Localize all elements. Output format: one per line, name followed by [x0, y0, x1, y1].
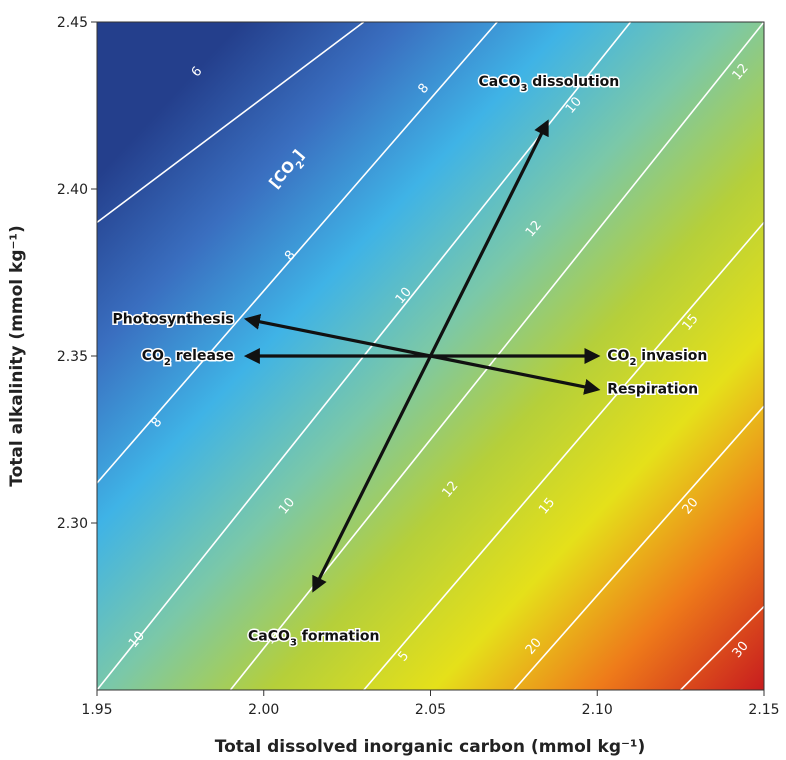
y-tick-label: 2.45 — [57, 15, 88, 31]
x-tick-label: 2.00 — [248, 702, 279, 718]
label-respiration: Respiration — [607, 381, 698, 397]
arrow-caco3-dissolution — [429, 119, 549, 357]
y-axis-ticks: 2.30 2.35 2.40 2.45 — [57, 15, 97, 532]
x-tick-label: 1.95 — [81, 702, 112, 718]
label-co2-invasion: CO2 invasion — [607, 348, 707, 368]
contour-line-20 — [513, 405, 764, 690]
label-photosynthesis: Photosynthesis — [113, 311, 234, 327]
arrow-respiration — [430, 354, 601, 395]
contour-line-15 — [363, 221, 764, 690]
arrow-caco3-formation — [312, 355, 432, 593]
arrow-photosynthesis — [243, 313, 431, 358]
x-tick-label: 2.10 — [582, 702, 613, 718]
y-tick-label: 2.30 — [57, 516, 88, 532]
y-tick-label: 2.40 — [57, 182, 88, 198]
label-caco3-formation: CaCO3 formation — [248, 629, 379, 649]
x-axis-label: Total dissolved inorganic carbon (mmol k… — [215, 737, 645, 757]
contour-line-6 — [97, 22, 365, 224]
x-tick-label: 2.15 — [748, 702, 779, 718]
y-axis-label: Total alkalinity (mmol kg⁻¹) — [7, 225, 27, 486]
process-arrows — [243, 119, 601, 593]
x-tick-label: 2.05 — [415, 702, 446, 718]
contour-line-30 — [680, 605, 764, 690]
y-tick-label: 2.35 — [57, 349, 88, 365]
process-labels: CaCO3 dissolution CaCO3 formation Photosyn… — [111, 73, 709, 650]
contour-line-8 — [97, 22, 498, 484]
label-caco3-dissolution: CaCO3 dissolution — [479, 74, 620, 94]
label-co2-release: CO2 release — [142, 348, 234, 368]
x-axis-ticks: 1.95 2.00 2.05 2.10 2.15 — [81, 690, 780, 718]
